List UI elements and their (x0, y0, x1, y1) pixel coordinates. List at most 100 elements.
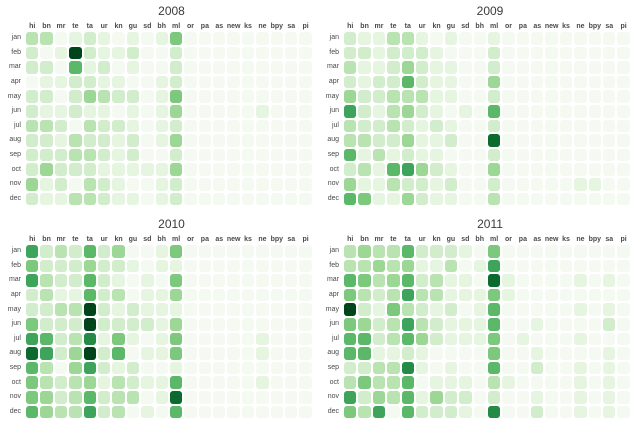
heatmap-cell (198, 163, 212, 176)
heatmap-cell (26, 134, 39, 147)
heatmap-cell (459, 303, 472, 316)
heatmap-cell (184, 177, 197, 191)
heatmap-cell (26, 361, 39, 375)
heatmap-cell (372, 376, 386, 389)
heatmap-cell (358, 361, 371, 375)
heatmap-cell (588, 288, 602, 302)
row-label-oct: oct (11, 378, 21, 386)
heatmap-cell (344, 61, 357, 74)
heatmap-cell (285, 376, 298, 389)
col-header-hi: hi (347, 236, 354, 243)
heatmap-cell (372, 32, 386, 45)
heatmap-cell (299, 75, 312, 89)
heatmap-cell (155, 405, 168, 419)
heatmap-cell (241, 390, 255, 404)
heatmap-cell (184, 274, 197, 287)
heatmap-cell (559, 61, 573, 74)
heatmap-cell (430, 361, 443, 375)
row-label-jul: jul (331, 121, 339, 129)
heatmap-cell (531, 192, 544, 206)
row-label-oct: oct (11, 165, 21, 173)
heatmap-cell (502, 32, 515, 45)
heatmap-cell (69, 390, 82, 404)
heatmap-cell (54, 75, 68, 89)
heatmap-cell (112, 317, 125, 331)
col-header-as: as (533, 236, 542, 243)
heatmap-cell (344, 119, 357, 133)
heatmap-cell (112, 134, 125, 147)
heatmap-cell (83, 119, 96, 133)
heatmap-cell (516, 259, 530, 273)
heatmap-cell (531, 119, 544, 133)
heatmap-cell (603, 192, 616, 206)
heatmap-cell (83, 61, 96, 74)
col-header-ur: ur (418, 236, 426, 243)
col-header-as: as (215, 236, 224, 243)
heatmap-cell (69, 104, 82, 118)
heatmap-cell (97, 75, 111, 89)
heatmap-cell (459, 317, 472, 331)
heatmap-cell (26, 317, 39, 331)
heatmap-cell (26, 245, 39, 258)
heatmap-cell (26, 32, 39, 45)
heatmap-cell (54, 376, 68, 389)
heatmap-cell (54, 148, 68, 162)
heatmap-cell (502, 274, 515, 287)
heatmap-cell (213, 317, 226, 331)
heatmap-cell (198, 119, 212, 133)
row-label-apr: apr (328, 291, 339, 299)
heatmap-cell (588, 163, 602, 176)
heatmap-cell (617, 390, 630, 404)
heatmap-cell (473, 376, 486, 389)
col-header-ne: ne (576, 236, 585, 243)
heatmap-cell (588, 90, 602, 103)
heatmap-cell (285, 163, 298, 176)
heatmap-cell (241, 332, 255, 346)
heatmap-cell (459, 259, 472, 273)
heatmap-cell (69, 347, 82, 360)
year-title: 2009 (476, 4, 504, 18)
panel-2010: 2010 hi bn mr te ta ur kn gu sd bh ml or pa as new ks ne… (0, 213, 318, 427)
heatmap-cell (169, 332, 183, 346)
row-label-oct: oct (329, 378, 339, 386)
heatmap-cell (227, 390, 240, 404)
heatmap-cell (126, 245, 140, 258)
heatmap-cell (473, 347, 486, 360)
heatmap-cell (473, 405, 486, 419)
heatmap-cell (559, 163, 573, 176)
heatmap-cell (401, 134, 414, 147)
heatmap-cell (112, 274, 125, 287)
heatmap-cell (256, 75, 269, 89)
heatmap-cell (444, 177, 458, 191)
heatmap-cell (198, 104, 212, 118)
heatmap-cell (155, 148, 168, 162)
heatmap-cell (241, 32, 255, 45)
heatmap-cell (126, 274, 140, 287)
heatmap-cell (40, 134, 53, 147)
heatmap-cell (387, 61, 400, 74)
heatmap-cell (617, 274, 630, 287)
heatmap-cell (112, 75, 125, 89)
heatmap-cell (83, 288, 96, 302)
heatmap-cell (603, 32, 616, 45)
heatmap-cell (487, 332, 501, 346)
heatmap-cell (40, 303, 53, 316)
heatmap-cell (459, 32, 472, 45)
heatmap-cell (617, 90, 630, 103)
heatmap-cell (69, 75, 82, 89)
heatmap-cell (26, 192, 39, 206)
heatmap-cell (415, 46, 429, 60)
heatmap-cell (69, 303, 82, 316)
heatmap-cell (40, 32, 53, 45)
heatmap-cell (559, 317, 573, 331)
heatmap-cell (473, 303, 486, 316)
col-header-bn: bn (42, 23, 51, 30)
heatmap-cell (473, 46, 486, 60)
col-header-new: new (544, 23, 559, 30)
heatmap-cell (184, 75, 197, 89)
col-header-gu: gu (446, 23, 456, 30)
panel-2011: 2011 hi bn mr te ta ur kn gu sd bh ml or pa as new ks ne… (318, 213, 637, 427)
heatmap-cell (141, 192, 154, 206)
heatmap-cell (40, 148, 53, 162)
heatmap-cell (241, 61, 255, 74)
